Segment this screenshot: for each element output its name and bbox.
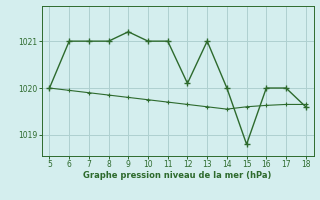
X-axis label: Graphe pression niveau de la mer (hPa): Graphe pression niveau de la mer (hPa) xyxy=(84,171,272,180)
